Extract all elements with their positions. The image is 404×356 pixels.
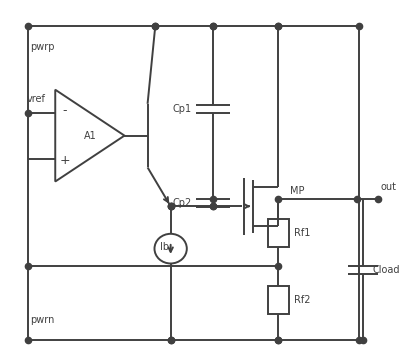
Text: vref: vref: [26, 94, 45, 104]
Text: Ib: Ib: [160, 242, 169, 252]
Bar: [268, 286, 289, 314]
Text: pwrp: pwrp: [30, 42, 55, 52]
Text: Cp2: Cp2: [173, 198, 192, 208]
Text: out: out: [380, 182, 396, 192]
Text: Rf2: Rf2: [294, 295, 310, 305]
Text: A1: A1: [84, 131, 96, 141]
Text: Cp1: Cp1: [173, 104, 192, 114]
Text: -: -: [63, 104, 67, 117]
Text: pwrn: pwrn: [30, 315, 55, 325]
Text: +: +: [59, 154, 70, 167]
Text: Rf1: Rf1: [294, 228, 310, 238]
Bar: [268, 219, 289, 247]
Text: MP: MP: [290, 186, 304, 196]
Text: Cload: Cload: [372, 265, 400, 275]
